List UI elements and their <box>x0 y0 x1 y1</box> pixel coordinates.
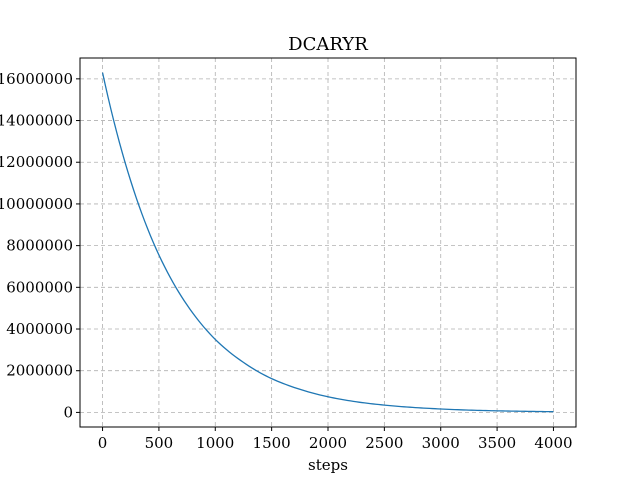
x-tick-label: 0 <box>98 434 108 452</box>
y-axis-ticks: 0 2000000 4000000 6000000 8000000 10000000 120… <box>0 70 80 421</box>
x-tick-label: 500 <box>145 434 174 452</box>
y-tick-label: 4000000 <box>6 320 73 338</box>
y-tick-label: 16000000 <box>0 70 73 88</box>
y-tick-label: 14000000 <box>0 112 73 130</box>
x-tick-label: 2000 <box>309 434 347 452</box>
x-tick-label: 2500 <box>365 434 403 452</box>
x-tick-label: 4000 <box>534 434 572 452</box>
y-tick-label: 8000000 <box>6 237 73 255</box>
series-line <box>101 72 554 413</box>
y-tick-label: 6000000 <box>6 278 73 296</box>
x-tick-label: 1000 <box>196 434 234 452</box>
x-axis-label: steps <box>308 456 348 474</box>
x-axis-ticks: 0 500 1000 1500 2000 2500 3000 3500 4000 <box>98 427 573 452</box>
grid-lines <box>80 58 576 427</box>
y-tick-label: 10000000 <box>0 195 73 213</box>
series-layer <box>101 72 554 413</box>
chart-title: DCARYR <box>288 34 368 55</box>
x-tick-label: 1500 <box>253 434 291 452</box>
x-tick-label: 3000 <box>422 434 460 452</box>
y-tick-label: 2000000 <box>6 362 73 380</box>
y-tick-label: 0 <box>63 403 73 421</box>
y-tick-label: 12000000 <box>0 153 73 171</box>
x-tick-label: 3500 <box>478 434 516 452</box>
